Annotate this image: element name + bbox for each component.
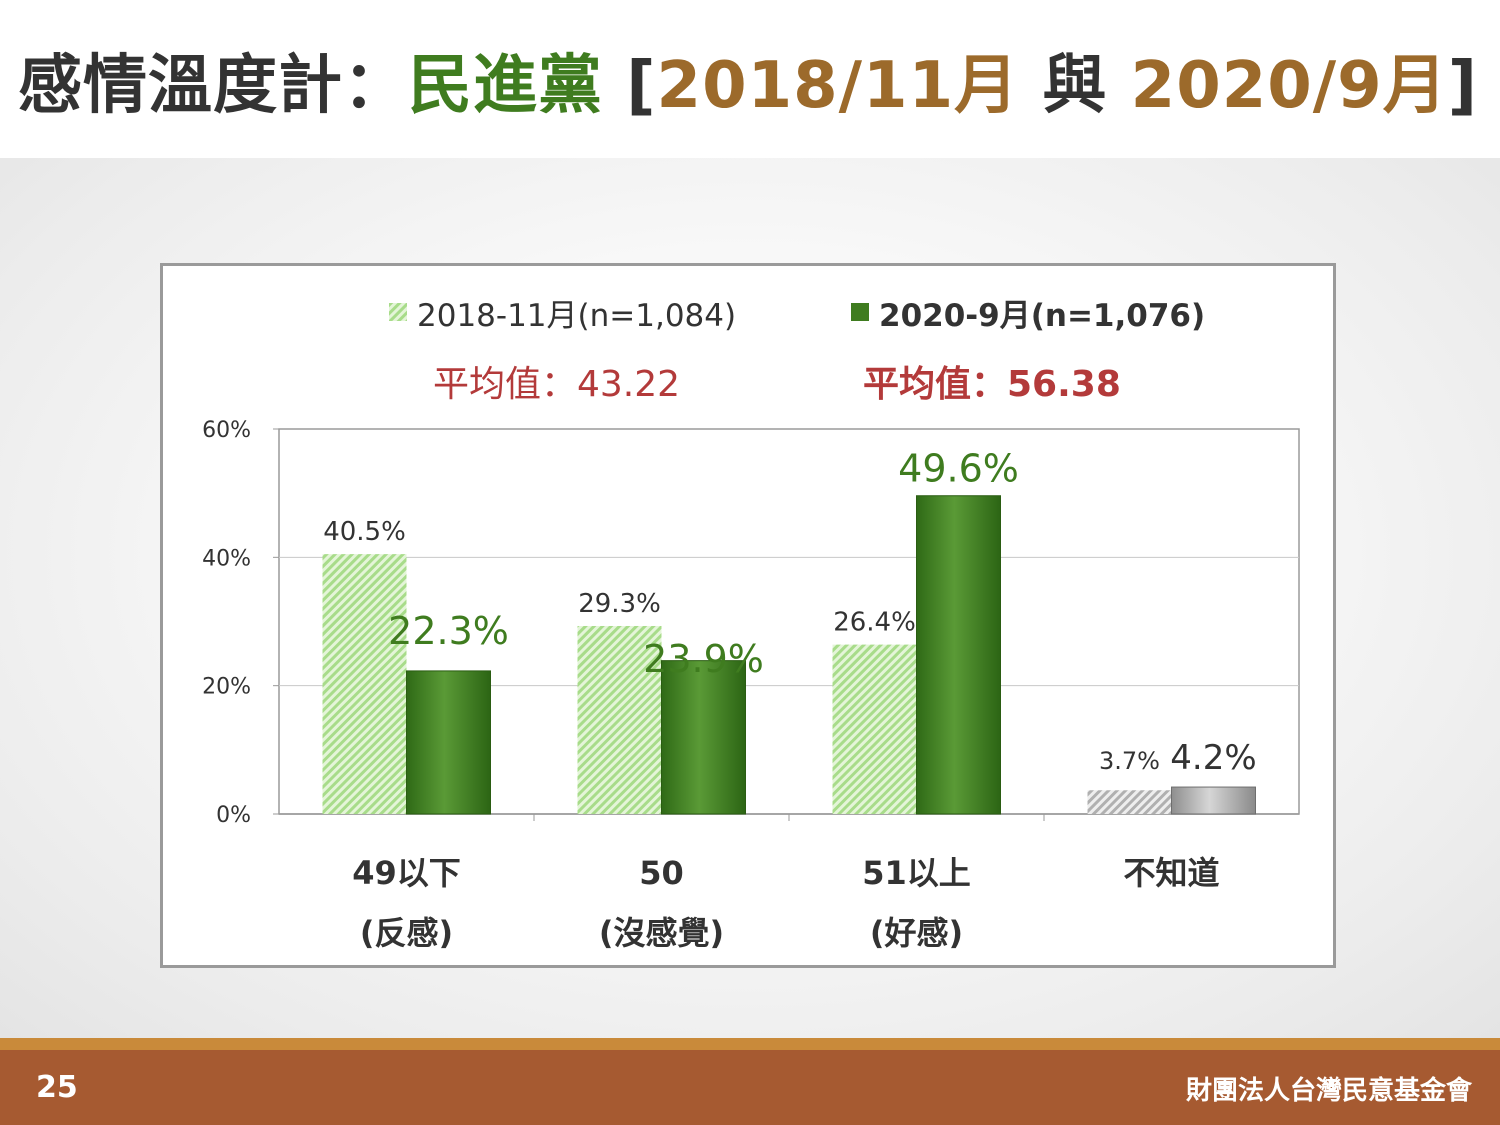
y-tick-label: 40% [202,546,251,571]
category-label-1-0: 50 [639,854,684,892]
page-title: 感情溫度計：民進黨 [2018/11月 與 2020/9月] [18,40,1478,132]
bar-2020-3 [1171,786,1256,815]
data-label-2018-2: 26.4% [833,608,916,638]
legend: 2018-11月(n=1,084) 2020-9月(n=1,076) [389,298,1205,334]
footer: 25 財團法人台灣民意基金會 [0,1050,1500,1125]
average-2020: 平均值：56.38 [863,364,1121,405]
bar-2020-2 [916,495,1001,815]
bar-2018-2 [832,644,917,814]
data-label-2018-1: 29.3% [578,589,661,619]
bar-2020-1 [661,660,746,815]
category-label-2-0: 51以上 [862,854,971,892]
category-label-0-1: (反感) [360,914,453,952]
title-date-2020: 2020/9月 [1130,49,1448,123]
data-label-2018-0: 40.5% [323,517,406,547]
data-label-2020-0: 22.3% [388,609,509,653]
average-2018: 平均值：43.22 [433,364,680,405]
legend-swatch-2020 [851,303,869,321]
category-label-2-1: (好感) [870,914,963,952]
page-number: 25 [36,1070,78,1105]
footer-accent-line [0,1038,1500,1050]
title-date-2018: 2018/11月 [656,49,1020,123]
bar-chart: 2018-11月(n=1,084) 2020-9月(n=1,076) 平均值：4… [202,298,1300,952]
bar-2018-1 [577,625,662,814]
legend-swatch-2018 [389,303,407,321]
chart-frame: 2018-11月(n=1,084) 2020-9月(n=1,076) 平均值：4… [160,263,1336,968]
organization-name: 財團法人台灣民意基金會 [1185,1076,1472,1106]
data-label-2020-2: 49.6% [898,447,1019,491]
title-bracket-close: ] [1447,49,1478,123]
legend-label-2020: 2020-9月(n=1,076) [879,298,1205,334]
data-label-2020-1: 23.9% [643,637,764,681]
data-label-2018-3: 3.7% [1099,747,1160,775]
title-bar: 感情溫度計：民進黨 [2018/11月 與 2020/9月] [0,0,1500,158]
title-party: 民進黨 [408,49,603,123]
legend-label-2018: 2018-11月(n=1,084) [417,298,736,334]
category-label-0-0: 49以下 [352,854,461,892]
y-tick-label: 60% [202,418,251,443]
title-main: 感情溫度計： [18,49,408,123]
category-label-3-0: 不知道 [1123,854,1219,892]
category-label-1-1: (沒感覺) [599,914,724,952]
bar-2018-0 [322,554,407,814]
data-label-2020-3: 4.2% [1170,738,1256,778]
bar-2018-3 [1087,790,1172,814]
bar-2020-0 [406,670,491,815]
title-bracket-open: [ [626,49,657,123]
plot-area: 0% 20% 40% 60% 40.5% 22.3% 49以下 (反感) 29.3% 23.9% 5… [202,418,1300,952]
y-tick-label: 0% [216,803,251,828]
y-tick-label: 20% [202,675,251,700]
title-connector: 與 [1019,49,1131,123]
